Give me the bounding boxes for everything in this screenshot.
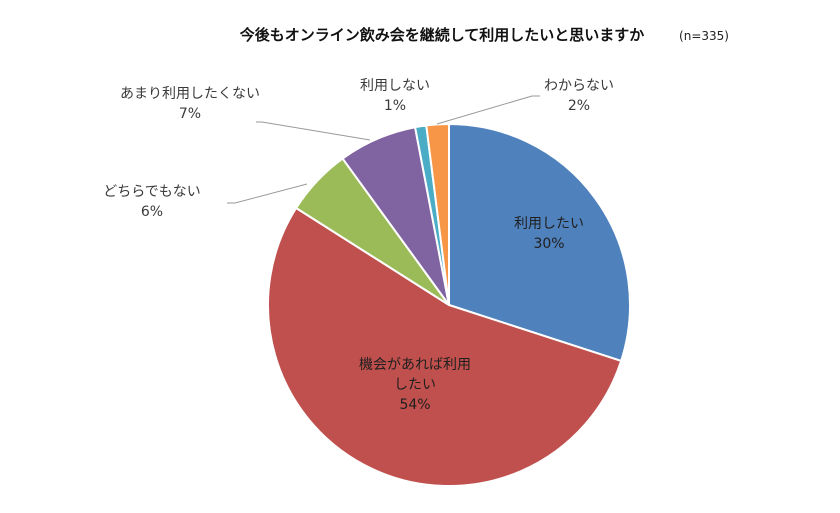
slice-value-label: 1%	[384, 98, 406, 114]
slice-category-label: 機会があれば利用	[359, 357, 471, 373]
slice-label-4: あまり利用したくない 7%	[120, 86, 260, 122]
chart-title: 今後もオンライン飲み会を継続して利用したいと思いますか	[239, 26, 645, 44]
pie-slices	[266, 122, 631, 487]
slice-labels: 利用したい 30% 機会があれば利用したい 54% どちらでもない 6% あまり利用したくな…	[103, 78, 614, 413]
pie-slice-6	[425, 122, 450, 306]
slice-category-label: 利用しない	[360, 78, 430, 94]
slice-label-1: 利用したい 30%	[514, 216, 584, 252]
slice-label-2: 機会があれば利用したい 54%	[359, 357, 471, 413]
leader-line-3	[227, 183, 308, 204]
slice-label-6: わからない 2%	[544, 78, 614, 114]
slice-value-label: 2%	[568, 98, 590, 114]
slice-value-label: 54%	[399, 397, 430, 413]
slice-category-label: したい	[394, 377, 436, 393]
slice-value-label: 6%	[141, 204, 163, 220]
leader-line-6	[436, 95, 540, 125]
sample-size-note: (n=335)	[679, 29, 729, 43]
slice-value-label: 30%	[533, 236, 564, 252]
slice-label-5: 利用しない 1%	[360, 78, 430, 114]
slice-category-label: 利用したい	[514, 216, 584, 232]
leader-lines	[227, 95, 540, 204]
slice-category-label: あまり利用したくない	[120, 86, 260, 102]
pie-slice-2	[266, 206, 623, 487]
leader-line-4	[256, 121, 371, 141]
slice-label-3: どちらでもない 6%	[103, 184, 201, 220]
slice-category-label: どちらでもない	[103, 184, 201, 200]
slice-category-label: わからない	[544, 78, 614, 94]
slice-value-label: 7%	[179, 106, 201, 122]
pie-slice-1	[448, 122, 631, 363]
